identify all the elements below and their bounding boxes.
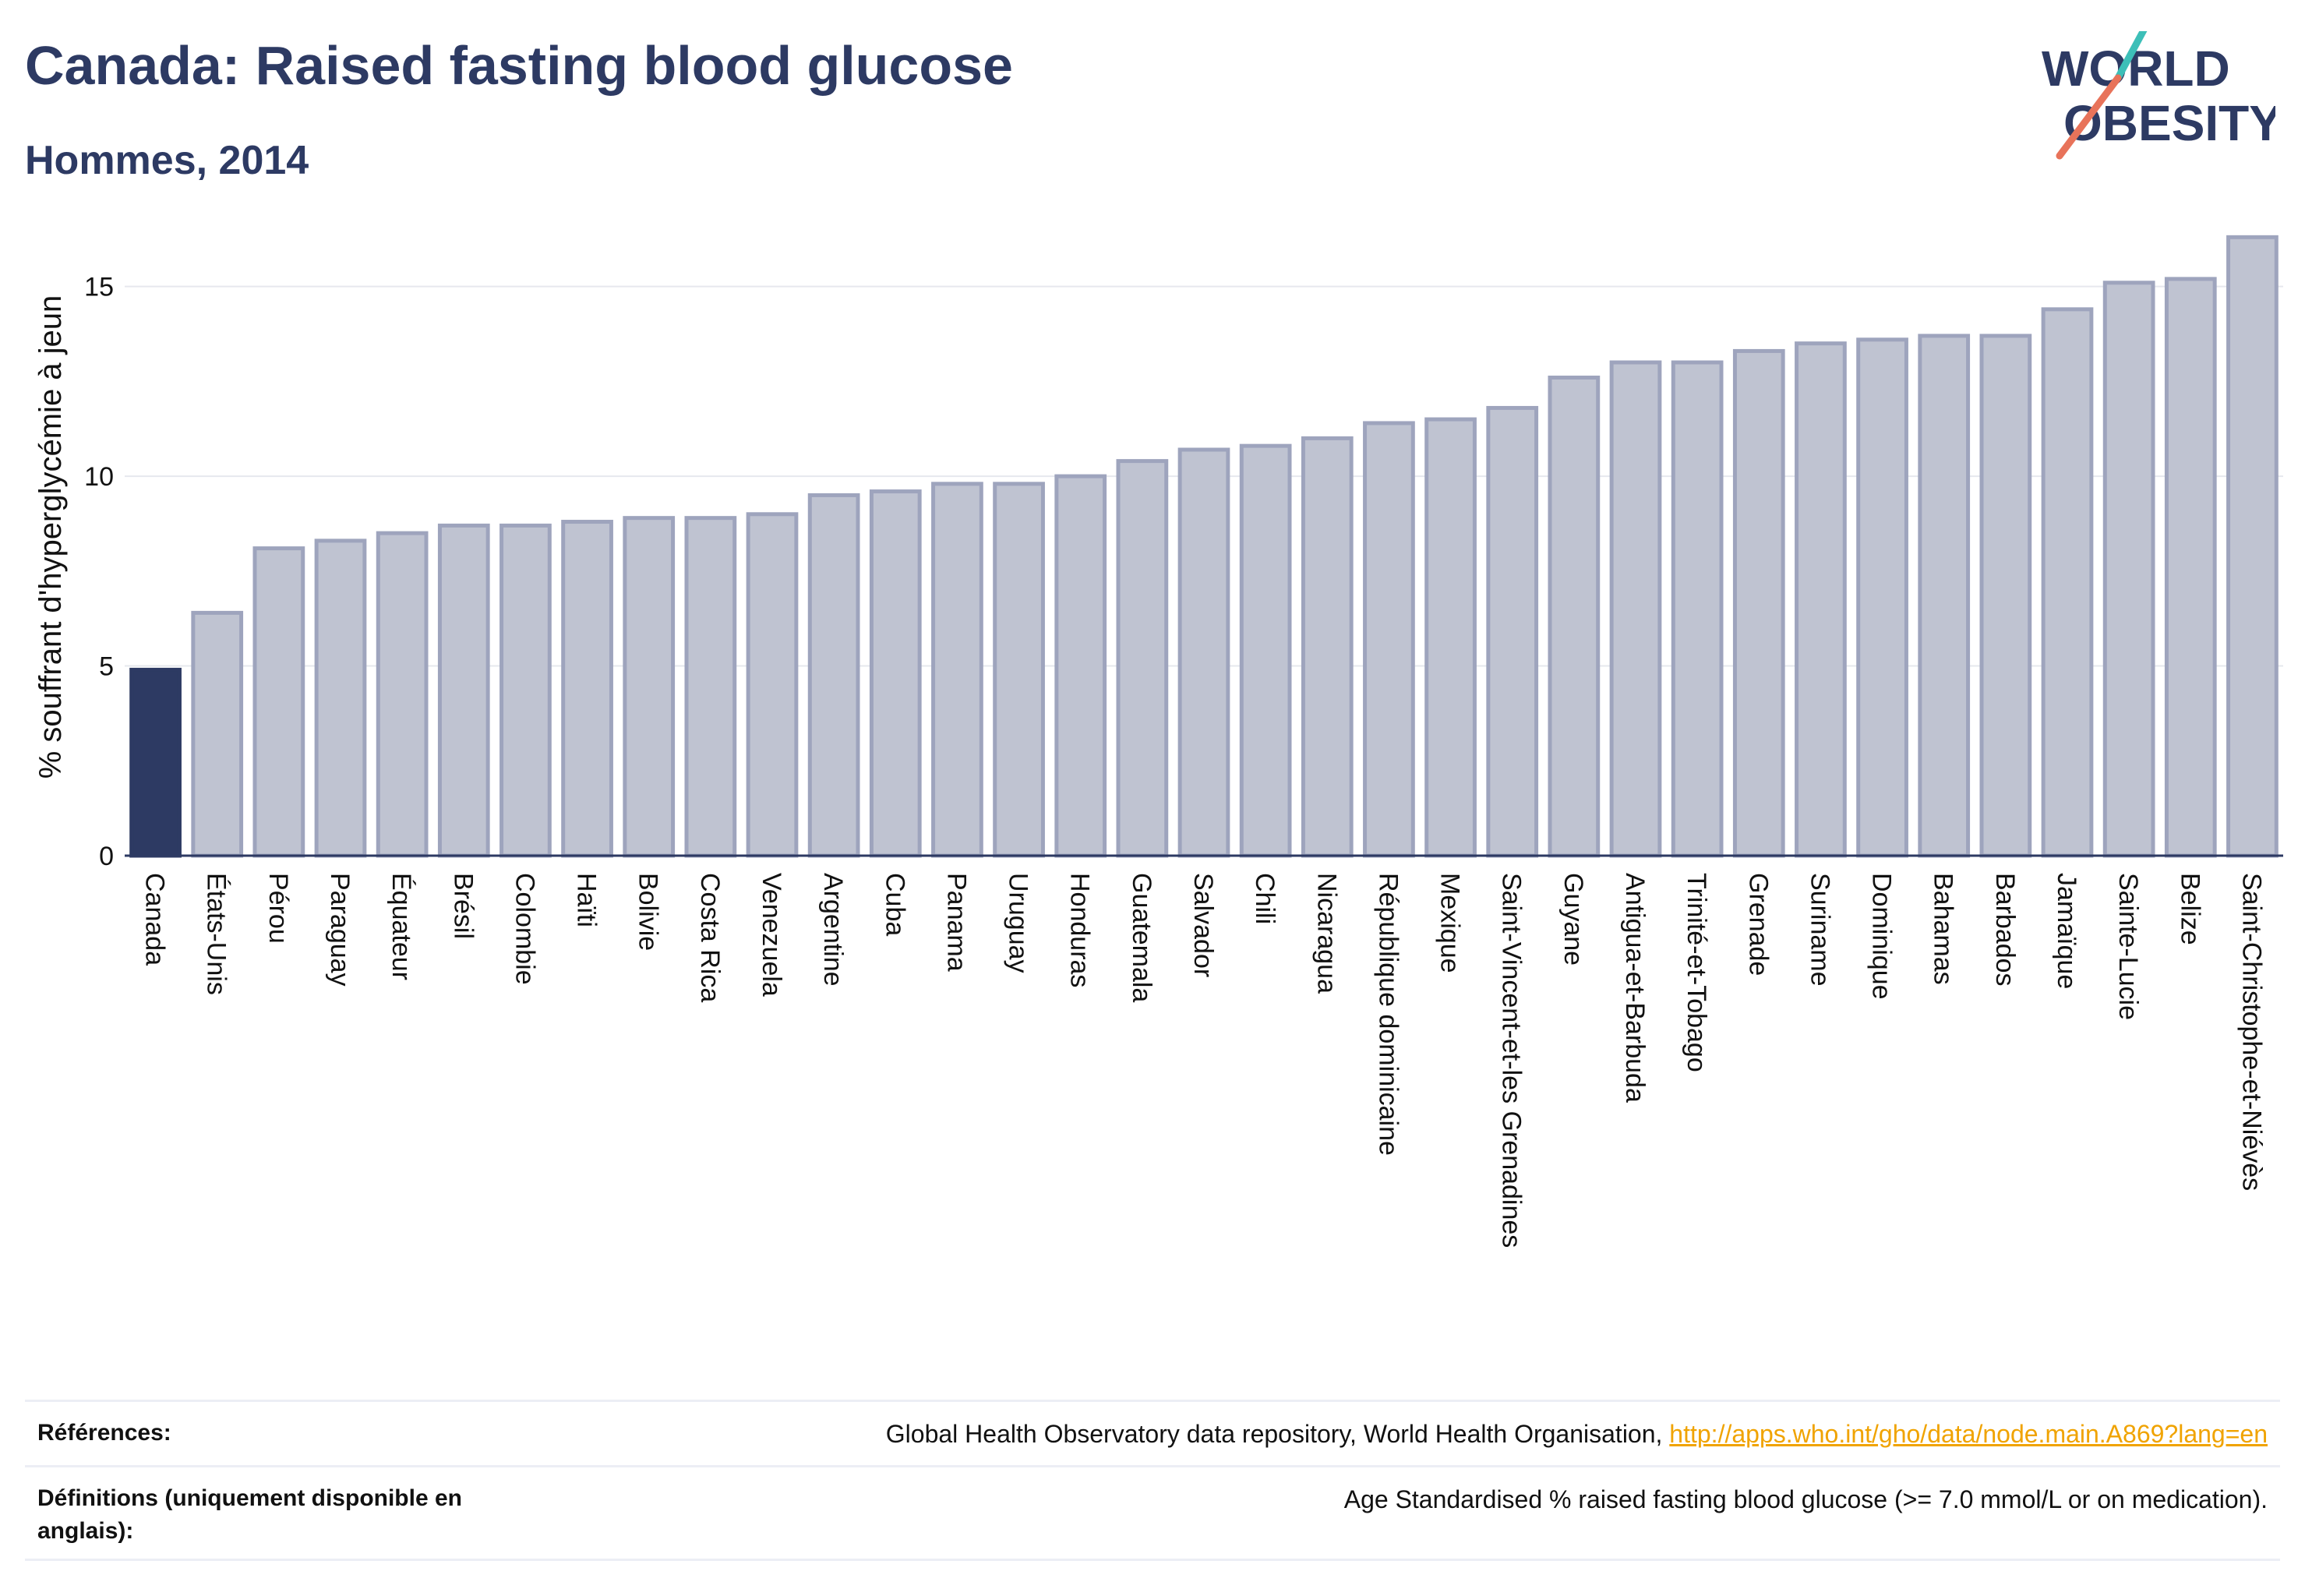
bar[interactable]: [1732, 348, 1785, 858]
footer-divider-middle: [25, 1465, 2280, 1467]
x-tick-label: Cuba: [880, 873, 909, 936]
bar-chart: 0 5 10 15 Canada États-Unis Pérou Paraguay Équa…: [34, 235, 2283, 1248]
bars: [129, 235, 2279, 858]
bar[interactable]: [1548, 376, 1601, 858]
bar[interactable]: [499, 523, 552, 858]
bar[interactable]: [1918, 334, 1971, 858]
y-tick-label: 15: [84, 273, 114, 302]
x-tick-label: Mexique: [1435, 873, 1465, 973]
bar[interactable]: [1301, 436, 1354, 858]
x-tick-label: Paraguay: [325, 873, 355, 987]
x-tick-label: Antigua-et-Barbuda: [1620, 873, 1650, 1103]
bar[interactable]: [1609, 360, 1662, 858]
bar[interactable]: [314, 538, 367, 858]
definitions-row: Définitions (uniquement disponible en an…: [25, 1470, 2280, 1555]
bar[interactable]: [129, 667, 182, 858]
bar[interactable]: [1856, 337, 1908, 858]
x-tick-label: Argentine: [818, 873, 848, 987]
x-tick-label: Belize: [2175, 873, 2204, 945]
chart-title: Canada: Raised fasting blood glucose: [25, 35, 1013, 96]
references-row: Références: Global Health Observatory da…: [25, 1403, 2280, 1465]
x-tick-label: Chili: [1250, 873, 1280, 924]
chart-subtitle: Hommes, 2014: [25, 138, 309, 183]
bar[interactable]: [931, 482, 983, 858]
bar[interactable]: [2164, 277, 2217, 858]
bar[interactable]: [1363, 421, 1415, 858]
footer-divider-top: [25, 1400, 2280, 1402]
x-tick-label: Venezuela: [757, 873, 786, 997]
logo-slash-coral: [2056, 74, 2122, 160]
references-link[interactable]: http://apps.who.int/gho/data/node.main.A…: [1669, 1420, 2268, 1448]
x-tick-label: Sainte-Lucie: [2113, 873, 2143, 1020]
x-tick-label: Trinité-et-Tobago: [1682, 873, 1711, 1072]
x-tick-label: Barbados: [1990, 873, 2020, 987]
references-label: Références:: [37, 1420, 171, 1446]
x-tick-label: Nicaragua: [1311, 873, 1341, 994]
bar[interactable]: [191, 610, 244, 858]
y-tick-labels: 0 5 10 15: [84, 273, 114, 871]
x-tick-label: Bolivie: [634, 873, 663, 951]
references-value: Global Health Observatory data repositor…: [886, 1420, 2268, 1449]
bar[interactable]: [1239, 443, 1292, 858]
x-tick-label: Saint-Christophe-et-Niévès: [2236, 873, 2266, 1191]
y-tick-label: 0: [99, 842, 114, 871]
bar[interactable]: [1979, 334, 2032, 858]
bar[interactable]: [2102, 281, 2155, 858]
x-tick-label: Costa Rica: [695, 873, 725, 1002]
bar[interactable]: [252, 546, 305, 858]
x-tick-label: Grenade: [1743, 873, 1773, 976]
world-obesity-logo: WORLD OBESITY: [2042, 23, 2282, 171]
definitions-text: Age Standardised % raised fasting blood …: [1343, 1485, 2268, 1513]
definitions-label: Définitions (uniquement disponible en an…: [37, 1485, 462, 1544]
y-tick-label: 5: [99, 652, 114, 682]
logo-slash-teal: [2114, 23, 2149, 82]
bar[interactable]: [807, 493, 860, 858]
bar[interactable]: [623, 516, 676, 858]
bar[interactable]: [1671, 360, 1724, 858]
bar[interactable]: [1486, 405, 1539, 858]
x-tick-label: Bahamas: [1929, 873, 1958, 985]
x-tick-label: Salvador: [1188, 873, 1218, 977]
bar[interactable]: [993, 482, 1045, 858]
x-tick-label: Guatemala: [1127, 873, 1156, 1002]
bar[interactable]: [1177, 447, 1230, 858]
bar[interactable]: [1116, 459, 1169, 858]
bar[interactable]: [869, 489, 922, 858]
bar[interactable]: [746, 512, 799, 858]
bar[interactable]: [561, 520, 613, 858]
x-tick-label: Canada: [140, 873, 170, 966]
x-tick-label: Panama: [941, 873, 971, 972]
x-tick-label: Guyane: [1558, 873, 1588, 966]
y-axis-label: % souffrant d'hyperglycémie à jeun: [34, 295, 68, 779]
bar[interactable]: [2041, 307, 2094, 858]
x-tick-label: États-Unis: [202, 873, 231, 995]
x-tick-label: Colombie: [510, 873, 539, 985]
bar[interactable]: [684, 516, 737, 858]
x-tick-label: Jamaïque: [2052, 873, 2081, 989]
x-tick-label: République dominicaine: [1373, 873, 1403, 1156]
x-tick-label: Honduras: [1065, 873, 1095, 987]
bar[interactable]: [376, 531, 429, 858]
x-tick-label: Haïti: [572, 873, 602, 927]
footer-divider-bottom: [25, 1559, 2280, 1561]
bar[interactable]: [437, 523, 490, 858]
x-tick-label: Uruguay: [1004, 873, 1033, 973]
x-tick-label: Saint-Vincent-et-les Grenadines: [1497, 873, 1527, 1248]
x-tick-label: Dominique: [1867, 873, 1897, 1000]
references-text: Global Health Observatory data repositor…: [885, 1420, 1670, 1448]
bar[interactable]: [2226, 235, 2279, 858]
x-tick-labels: Canada États-Unis Pérou Paraguay Équateur Bré…: [140, 873, 2267, 1248]
x-tick-label: Pérou: [263, 873, 293, 944]
bar[interactable]: [1054, 474, 1107, 858]
bar[interactable]: [1795, 341, 1847, 858]
x-tick-label: Suriname: [1805, 873, 1834, 987]
bar[interactable]: [1424, 417, 1477, 858]
y-tick-label: 10: [84, 462, 114, 492]
x-tick-label: Équateur: [387, 873, 416, 980]
x-tick-label: Brésil: [448, 873, 478, 939]
